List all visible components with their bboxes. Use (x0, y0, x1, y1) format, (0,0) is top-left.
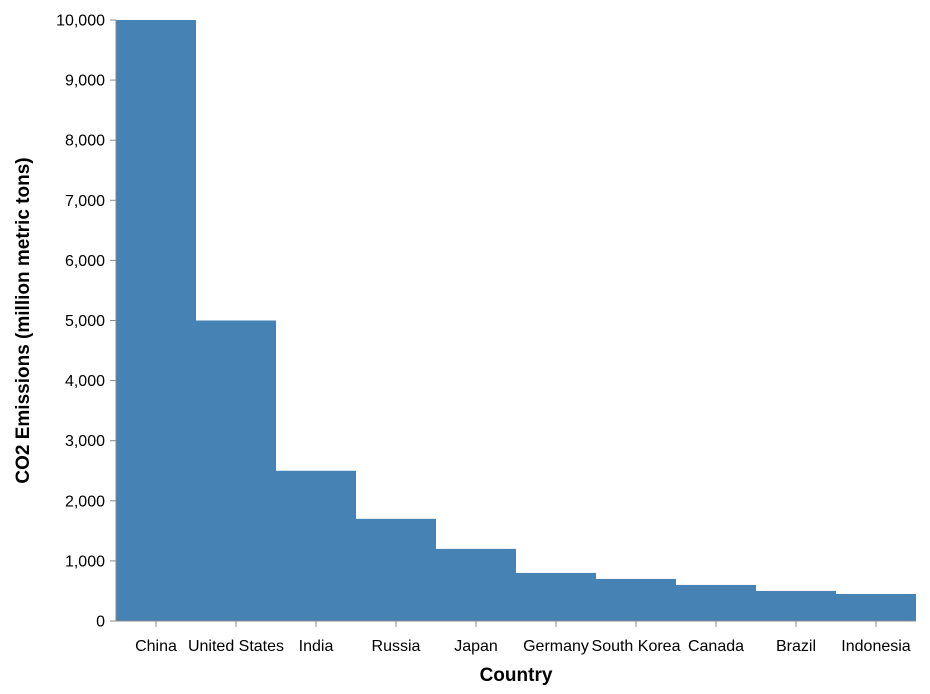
x-axis: China United States India Russia Japan German… (116, 620, 916, 655)
x-tick-label: Indonesia (841, 638, 910, 655)
y-tick-label: 4,000 (65, 373, 105, 390)
x-tick-label: China (135, 638, 177, 655)
y-tick-label: 2,000 (65, 493, 105, 510)
y-tick-label: 6,000 (65, 253, 105, 270)
x-tick-label: Canada (688, 638, 744, 655)
y-tick-label: 10,000 (56, 13, 105, 30)
bar-brazil (756, 590, 836, 621)
y-tick-label: 0 (96, 614, 105, 631)
bar-canada (676, 584, 756, 621)
x-tick-label: South Korea (592, 638, 681, 655)
bar-south-korea (596, 578, 676, 621)
x-tick-label: Russia (372, 638, 421, 655)
bar-japan (436, 548, 516, 621)
x-axis-title: Country (480, 665, 553, 686)
y-tick-label: 3,000 (65, 433, 105, 450)
bars-group (116, 20, 916, 621)
bar-china (116, 20, 196, 621)
y-tick-label: 5,000 (65, 313, 105, 330)
x-tick-label: United States (188, 638, 284, 655)
y-tick-label: 8,000 (65, 133, 105, 150)
x-tick-label: Brazil (776, 638, 816, 655)
x-tick-label: India (299, 638, 334, 655)
x-tick-label: Japan (454, 638, 498, 655)
y-tick-label: 9,000 (65, 73, 105, 90)
bar-russia (356, 518, 436, 621)
bar-indonesia (836, 593, 916, 621)
x-tick-label: Germany (523, 638, 589, 655)
bar-india (276, 470, 356, 621)
y-tick-label: 7,000 (65, 193, 105, 210)
y-tick-label: 1,000 (65, 553, 105, 570)
y-axis: 0 1,000 2,000 3,000 4,000 5,000 6,000 7,000 8,00… (56, 13, 117, 631)
bar-germany (516, 572, 596, 621)
bar-united-states (196, 320, 276, 621)
y-axis-title: CO2 Emissions (million metric tons) (13, 157, 34, 483)
